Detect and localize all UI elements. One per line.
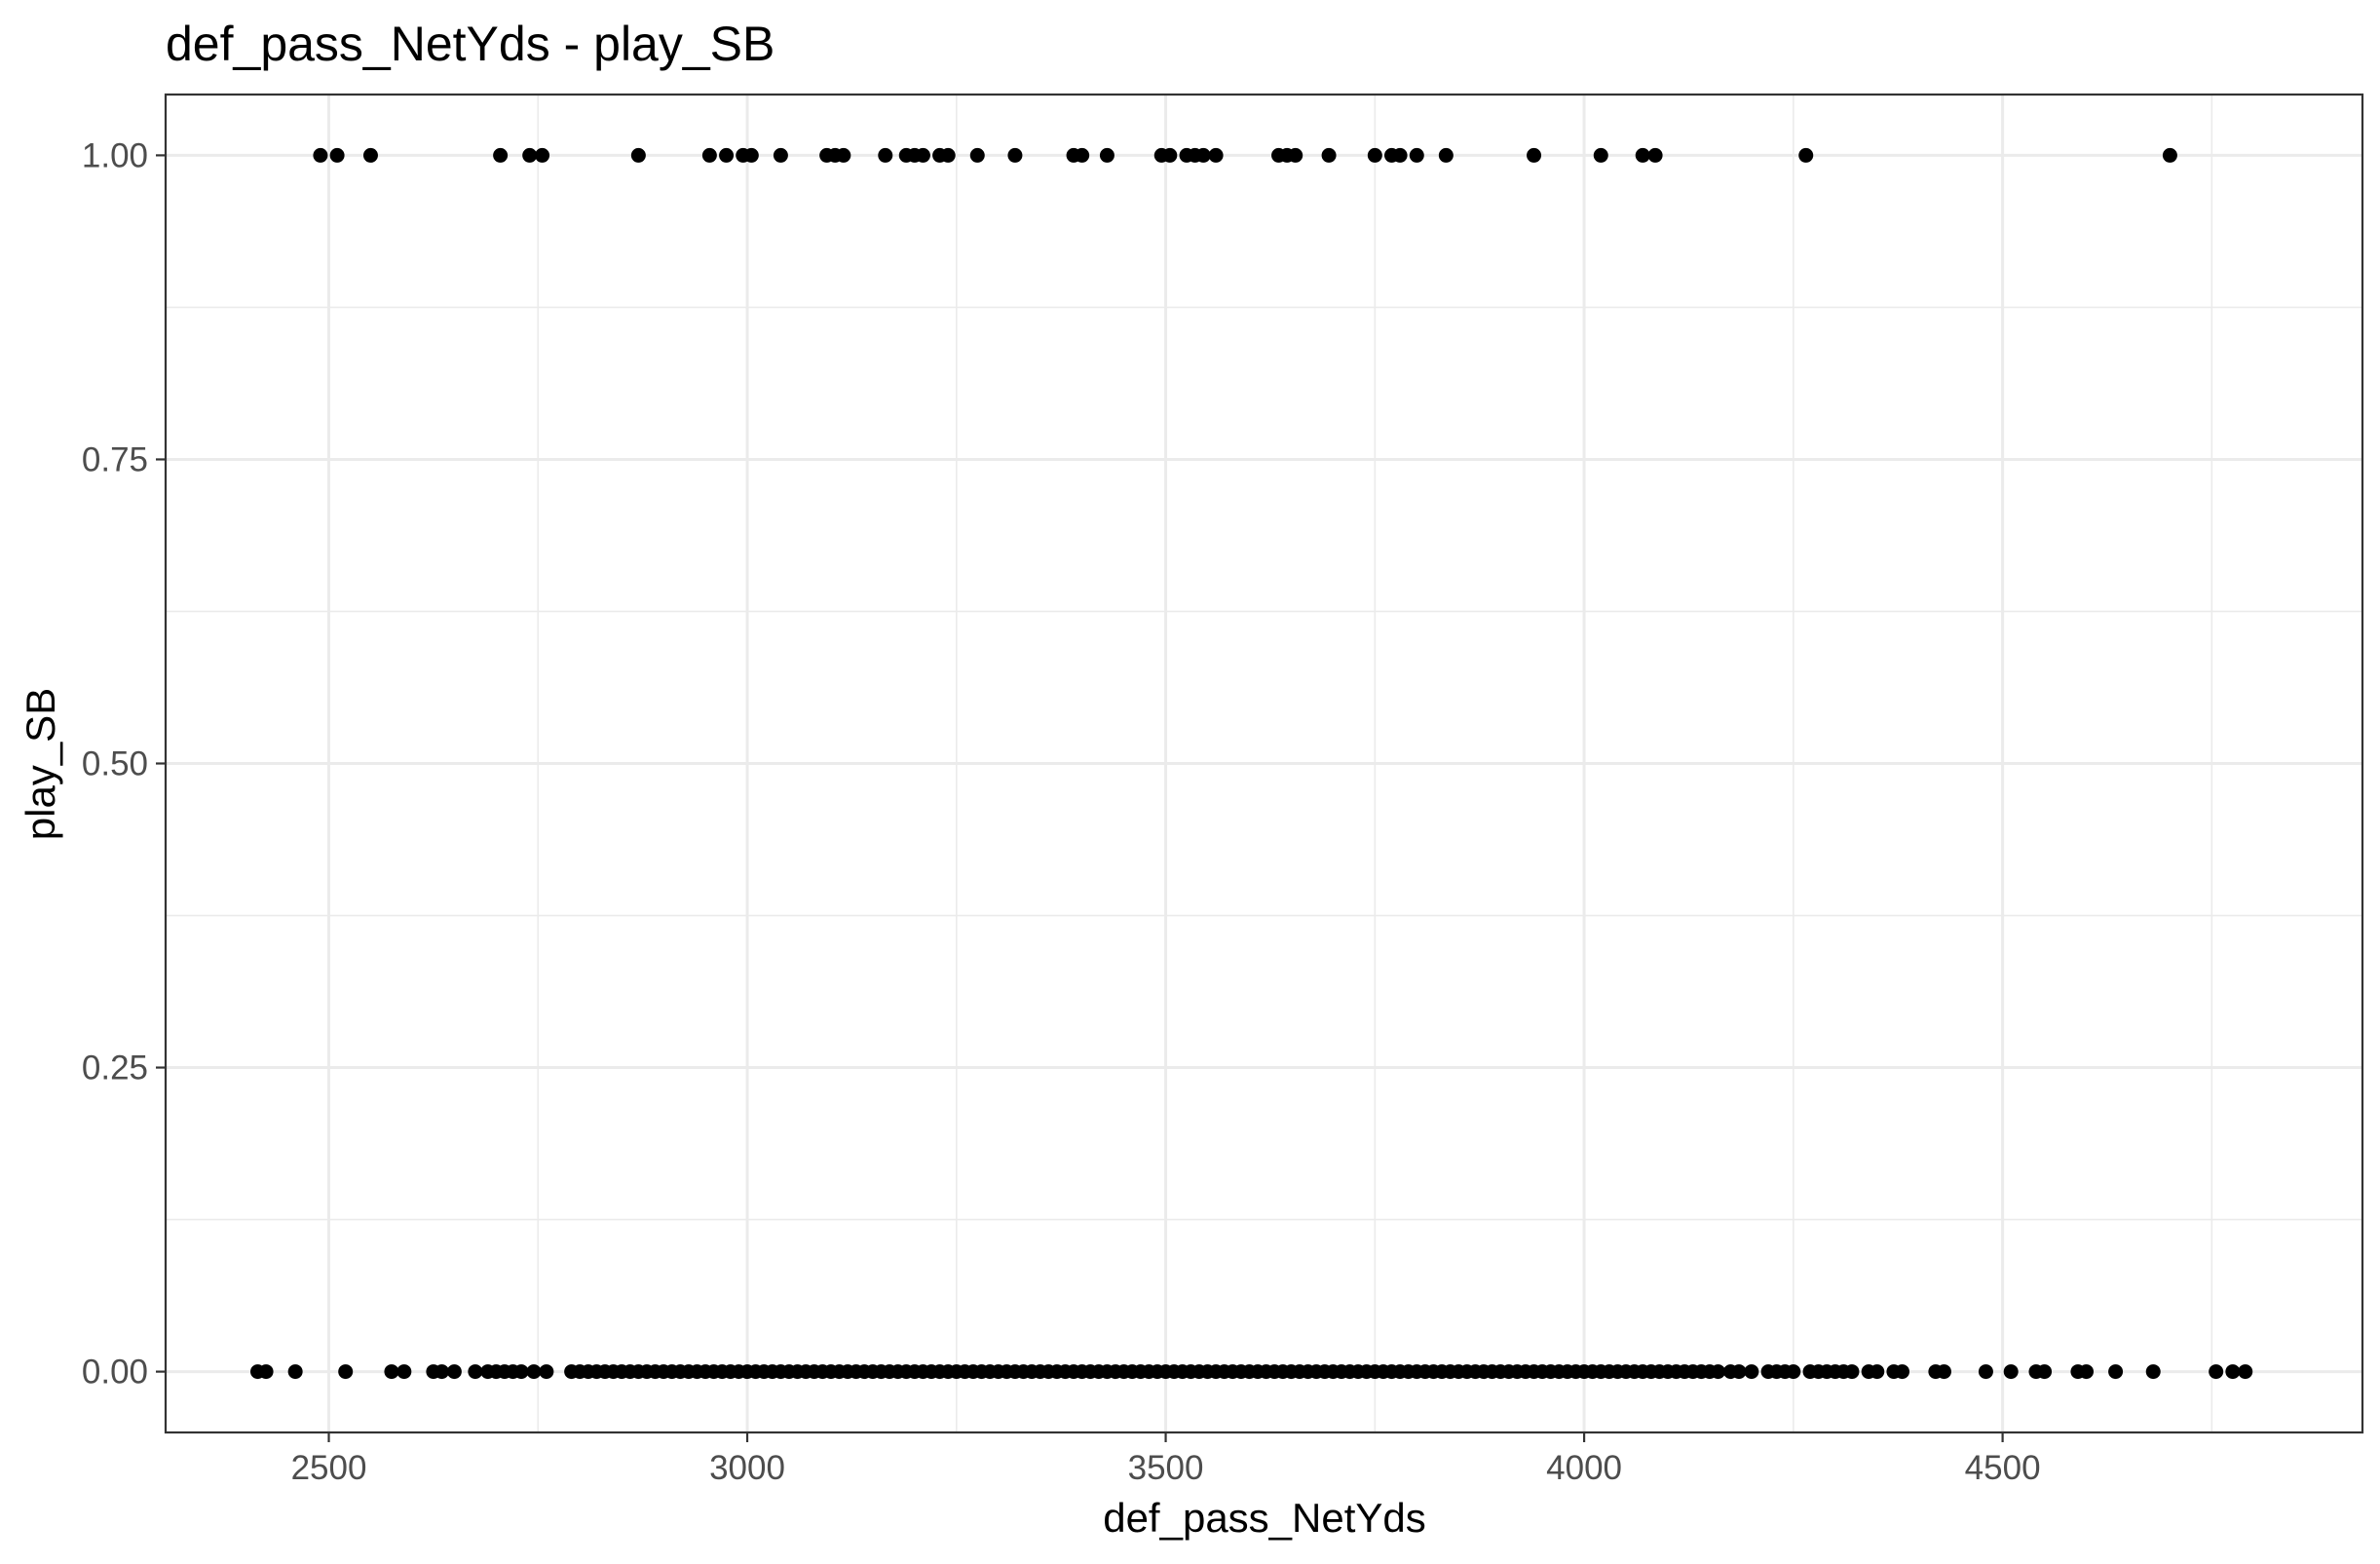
- scatter-point: [1731, 1364, 1747, 1380]
- x-axis-title: def_pass_NetYds: [1103, 1495, 1426, 1541]
- scatter-point: [878, 147, 893, 163]
- scatter-point: [2209, 1364, 2224, 1380]
- scatter-point: [1208, 147, 1224, 163]
- scatter-point: [915, 147, 930, 163]
- chart-title: def_pass_NetYds - play_SB: [166, 17, 774, 71]
- scatter-point: [1007, 147, 1023, 163]
- scatter-point: [493, 147, 509, 163]
- scatter-point: [258, 1364, 274, 1380]
- scatter-point: [2037, 1364, 2053, 1380]
- scatter-point: [1798, 147, 1814, 163]
- scatter-point: [719, 147, 735, 163]
- y-tick-label: 0.25: [82, 1049, 148, 1087]
- scatter-point: [1409, 147, 1424, 163]
- scatter-point: [2108, 1364, 2124, 1380]
- scatter-point: [1647, 147, 1663, 163]
- scatter-point: [1162, 147, 1178, 163]
- scatter-point: [1870, 1364, 1885, 1380]
- scatter-point: [1844, 1364, 1860, 1380]
- axis-ticks: [156, 154, 2004, 1442]
- scatter-point: [2003, 1364, 2019, 1380]
- scatter-point: [630, 147, 646, 163]
- scatter-point: [468, 1364, 483, 1380]
- scatter-point: [969, 147, 985, 163]
- scatter-point: [535, 147, 550, 163]
- y-tick-label: 0.75: [82, 440, 148, 478]
- scatter-point: [701, 147, 717, 163]
- scatter-point: [743, 147, 759, 163]
- data-points: [249, 147, 2253, 1380]
- y-tick-label: 0.50: [82, 745, 148, 783]
- scatter-point: [446, 1364, 462, 1380]
- scatter-point: [384, 1364, 399, 1380]
- scatter-point: [526, 1364, 542, 1380]
- scatter-point: [2162, 147, 2177, 163]
- scatter-point: [1936, 1364, 1951, 1380]
- scatter-point: [1195, 147, 1211, 163]
- scatter-point: [313, 147, 328, 163]
- scatter-point: [1438, 147, 1454, 163]
- scatter-point: [397, 1364, 412, 1380]
- scatter-point: [2079, 1364, 2095, 1380]
- scatter-point: [773, 147, 788, 163]
- scatter-point: [1527, 147, 1542, 163]
- scatter-point: [522, 147, 538, 163]
- scatter-point: [1075, 147, 1090, 163]
- scatter-point: [1392, 147, 1408, 163]
- scatter-point: [1711, 1364, 1726, 1380]
- scatter-point: [2238, 1364, 2253, 1380]
- x-tick-label: 3000: [709, 1449, 785, 1487]
- scatter-point: [1895, 1364, 1910, 1380]
- scatter-point: [434, 1364, 449, 1380]
- scatter-point: [1321, 147, 1337, 163]
- scatter-point: [1744, 1364, 1759, 1380]
- x-tick-label: 3500: [1128, 1449, 1204, 1487]
- scatter-point: [1099, 147, 1114, 163]
- scatter-point: [287, 1364, 303, 1380]
- scatter-point: [836, 147, 851, 163]
- y-tick-label: 1.00: [82, 136, 148, 174]
- scatter-point: [2225, 1364, 2241, 1380]
- x-axis-tick-labels: 2500 3000 3500 4000 4500: [291, 1449, 2041, 1487]
- scatter-point: [1635, 147, 1650, 163]
- scatter-point: [1288, 147, 1303, 163]
- scatter-point: [1367, 147, 1382, 163]
- scatter-point: [338, 1364, 354, 1380]
- scatter-point: [1786, 1364, 1801, 1380]
- scatter-point: [940, 147, 956, 163]
- scatter-point: [1978, 1364, 1993, 1380]
- scatter-point: [2145, 1364, 2161, 1380]
- scatter-point: [329, 147, 345, 163]
- scatter-point: [513, 1364, 529, 1380]
- x-tick-label: 4000: [1546, 1449, 1622, 1487]
- scatter-point: [362, 147, 378, 163]
- scatter-point: [539, 1364, 554, 1380]
- y-axis-tick-labels: 0.00 0.25 0.50 0.75 1.00: [82, 136, 148, 1391]
- y-axis-title: play_SB: [18, 688, 63, 840]
- x-tick-label: 2500: [291, 1449, 367, 1487]
- y-tick-label: 0.00: [82, 1354, 148, 1392]
- scatter-point: [1593, 147, 1608, 163]
- x-tick-label: 4500: [1965, 1449, 2041, 1487]
